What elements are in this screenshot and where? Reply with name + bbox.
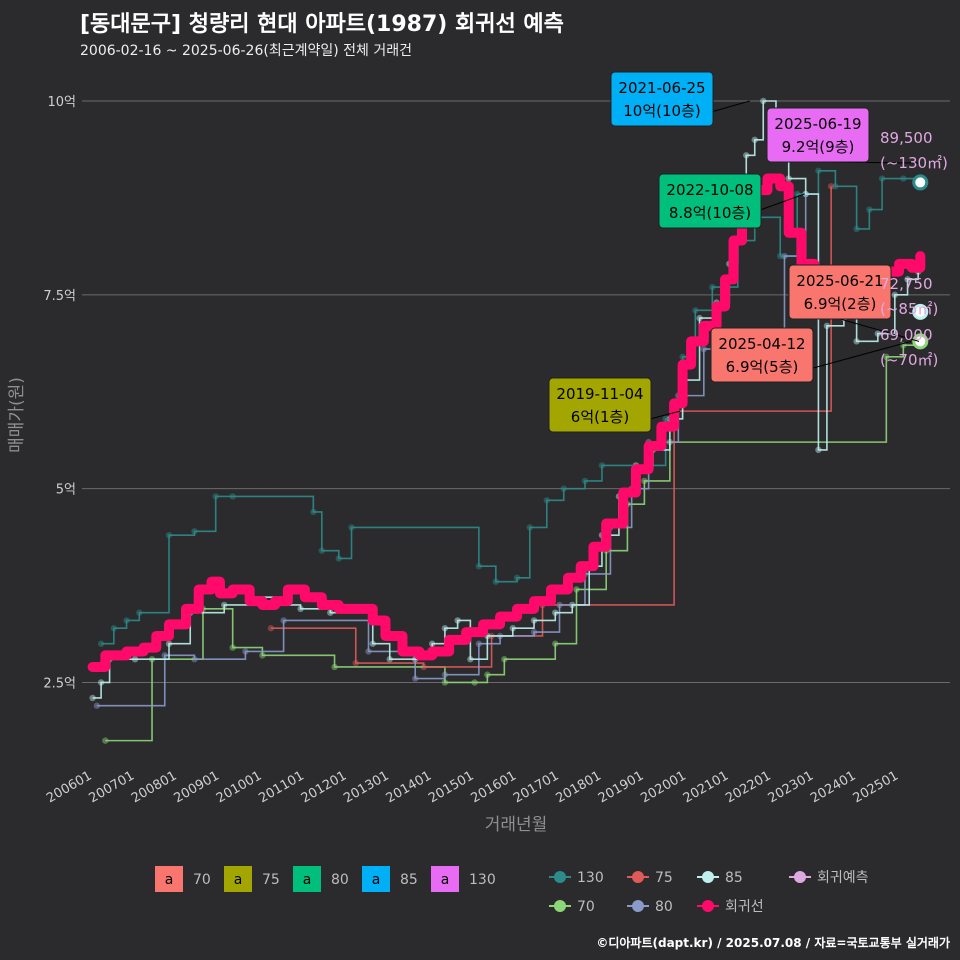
trade-label-date: 2025-04-12 (718, 335, 805, 353)
x-tick-label: 201501 (426, 768, 476, 806)
legend-line-label: 130 (577, 870, 604, 886)
trade-label-price: 9.2억(9층) (782, 138, 855, 156)
legend-line-label: 70 (577, 899, 595, 915)
trade-label-date: 2019-11-04 (556, 385, 643, 403)
source-footer: ©디아파트(dapt.kr) / 2025.07.08 / 자료=국토교통부 실… (596, 936, 950, 950)
legend-fill-swatch (293, 866, 321, 892)
series-line-70 (105, 341, 919, 742)
prediction-area: (~85㎡) (880, 300, 938, 318)
legend-fill-glyph: a (165, 872, 174, 888)
y-tick-label: 2.5억 (43, 676, 76, 691)
trade-label-price: 6.9억(2층) (804, 295, 877, 313)
legend-fill-swatch (224, 866, 252, 892)
trade-label-box (610, 71, 714, 127)
x-tick-label: 202101 (681, 768, 731, 806)
legend-line-label: 85 (725, 870, 743, 886)
trade-label-price: 10억(10층) (623, 102, 700, 120)
series-line-130 (101, 169, 919, 645)
prediction-area: (~130㎡) (880, 154, 948, 172)
legend-line-marker (702, 900, 714, 912)
prediction-marker-85 (912, 303, 929, 320)
legend-line-marker (554, 871, 566, 883)
x-tick-label: 201601 (469, 768, 519, 806)
trade-label-box (658, 173, 762, 229)
legend-line-marker (632, 871, 644, 883)
x-axis-title: 거래년월 (485, 815, 548, 835)
prediction-value: 69,000 (880, 326, 933, 344)
x-tick-label: 201901 (596, 768, 646, 806)
legend-fill-swatch (362, 866, 390, 892)
prediction-value: 72,750 (880, 275, 933, 293)
y-tick-label: 5억 (56, 483, 76, 498)
x-tick-label: 202301 (766, 768, 816, 806)
y-axis-title: 매매가(원) (7, 377, 27, 453)
x-tick-label: 201201 (299, 768, 349, 806)
legend-line-marker (632, 900, 644, 912)
x-tick-label: 200601 (44, 768, 94, 806)
trade-label-date: 2021-06-25 (618, 79, 705, 97)
x-tick-label: 200801 (129, 768, 179, 806)
x-tick-label: 201801 (553, 768, 603, 806)
legend-fill-label: 70 (193, 872, 211, 888)
series-line-85 (92, 100, 919, 699)
prediction-area: (~70㎡) (880, 351, 938, 369)
legend-line-marker (554, 900, 566, 912)
legend-line-label: 75 (655, 870, 673, 886)
prediction-marker-130 (912, 174, 929, 191)
x-tick-label: 201301 (341, 768, 391, 806)
legend-line-marker (794, 871, 806, 883)
trade-label-box (710, 327, 814, 383)
trade-label-date: 2025-06-19 (774, 115, 861, 133)
trade-label-date: 2025-06-21 (796, 272, 883, 290)
y-tick-label: 10억 (47, 95, 76, 110)
trade-label-box (548, 377, 652, 433)
x-tick-label: 201101 (256, 768, 306, 806)
legend-line-label: 회귀예측 (817, 870, 869, 886)
legend-line-label: 80 (655, 899, 673, 915)
legend-fill-swatch (431, 866, 459, 892)
chart-subtitle: 2006-02-16 ~ 2025-06-26(최근계약일) 전체 거래건 (80, 43, 412, 59)
x-tick-label: 200701 (87, 768, 137, 806)
x-tick-label: 200901 (171, 768, 221, 806)
prediction-value: 89,500 (880, 129, 933, 147)
y-tick-label: 7.5억 (43, 289, 76, 304)
legend-fill-label: 85 (400, 872, 418, 888)
chart-title: [동대문구] 청량리 현대 아파트(1987) 회귀선 예측 (80, 12, 564, 37)
trade-label-price: 8.8억(10층) (669, 204, 751, 222)
legend-line-label: 회귀선 (725, 899, 764, 915)
trade-label-date: 2022-10-08 (666, 181, 753, 199)
legend-fill-glyph: a (441, 872, 450, 888)
regression-line (87, 173, 926, 672)
x-tick-label: 202501 (851, 768, 901, 806)
legend-fill-swatch (155, 866, 183, 892)
legend-fill-label: 80 (331, 872, 349, 888)
x-tick-label: 202001 (638, 768, 688, 806)
legend-fill-glyph: a (372, 872, 381, 888)
trade-label-price: 6억(1층) (571, 408, 629, 426)
x-tick-label: 202401 (808, 768, 858, 806)
legend-fill-label: 75 (262, 872, 280, 888)
trade-label-box (788, 264, 892, 320)
prediction-marker-70 (912, 333, 929, 350)
legend-fill-glyph: a (303, 872, 312, 888)
x-tick-label: 202201 (723, 768, 773, 806)
x-tick-label: 201401 (384, 768, 434, 806)
legend-line-marker (702, 871, 714, 883)
x-tick-label: 201701 (511, 768, 561, 806)
trade-label-box (766, 107, 870, 163)
legend-fill-glyph: a (234, 872, 243, 888)
trade-label-price: 6.9억(5층) (726, 358, 799, 376)
label-leader (839, 318, 920, 342)
x-tick-label: 201001 (214, 768, 264, 806)
legend-fill-label: 130 (469, 872, 496, 888)
